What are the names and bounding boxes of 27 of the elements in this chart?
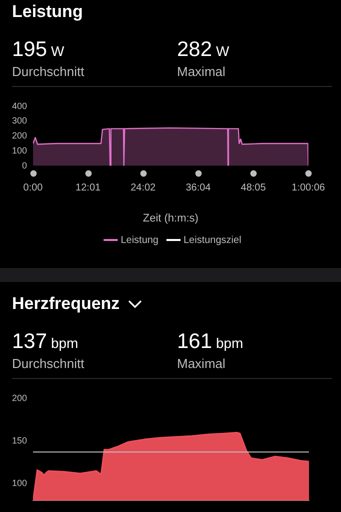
- x-tick-label: 12:01: [76, 182, 102, 194]
- x-tick-label: 0:00: [23, 182, 44, 194]
- chart-title: Leistung: [12, 2, 83, 22]
- y-tick-label: 200: [12, 130, 28, 141]
- y-tick-label: 300: [12, 116, 28, 126]
- y-tick-label: 400: [12, 100, 28, 111]
- text: Durchschnitt: [12, 356, 84, 371]
- x-tick-label: 1:00:06: [292, 182, 326, 194]
- text: 137 bpm: [12, 330, 78, 353]
- x-tick-label: 48:05: [240, 182, 266, 194]
- text: Durchschnitt: [12, 64, 84, 79]
- legend-label: Leistungsziel: [184, 234, 242, 246]
- text: 161 bpm: [177, 330, 244, 353]
- text: 195 W: [12, 38, 64, 61]
- chart-title: Herzfrequenz: [12, 294, 120, 314]
- text: Maximal: [177, 356, 226, 371]
- y-tick-label: 100: [12, 478, 28, 488]
- y-tick-label: 0: [22, 160, 28, 170]
- text: 282 W: [177, 38, 230, 61]
- x-tick-label: 24:02: [130, 182, 156, 194]
- text: Maximal: [177, 64, 226, 79]
- y-tick-label: 150: [12, 435, 28, 446]
- y-tick-label: 200: [12, 392, 28, 403]
- x-tick-label: 36:04: [186, 182, 212, 194]
- y-tick-label: 100: [12, 145, 28, 156]
- x-axis-title: Zeit (h:m:s): [142, 212, 198, 224]
- legend-label: Leistung: [120, 234, 158, 246]
